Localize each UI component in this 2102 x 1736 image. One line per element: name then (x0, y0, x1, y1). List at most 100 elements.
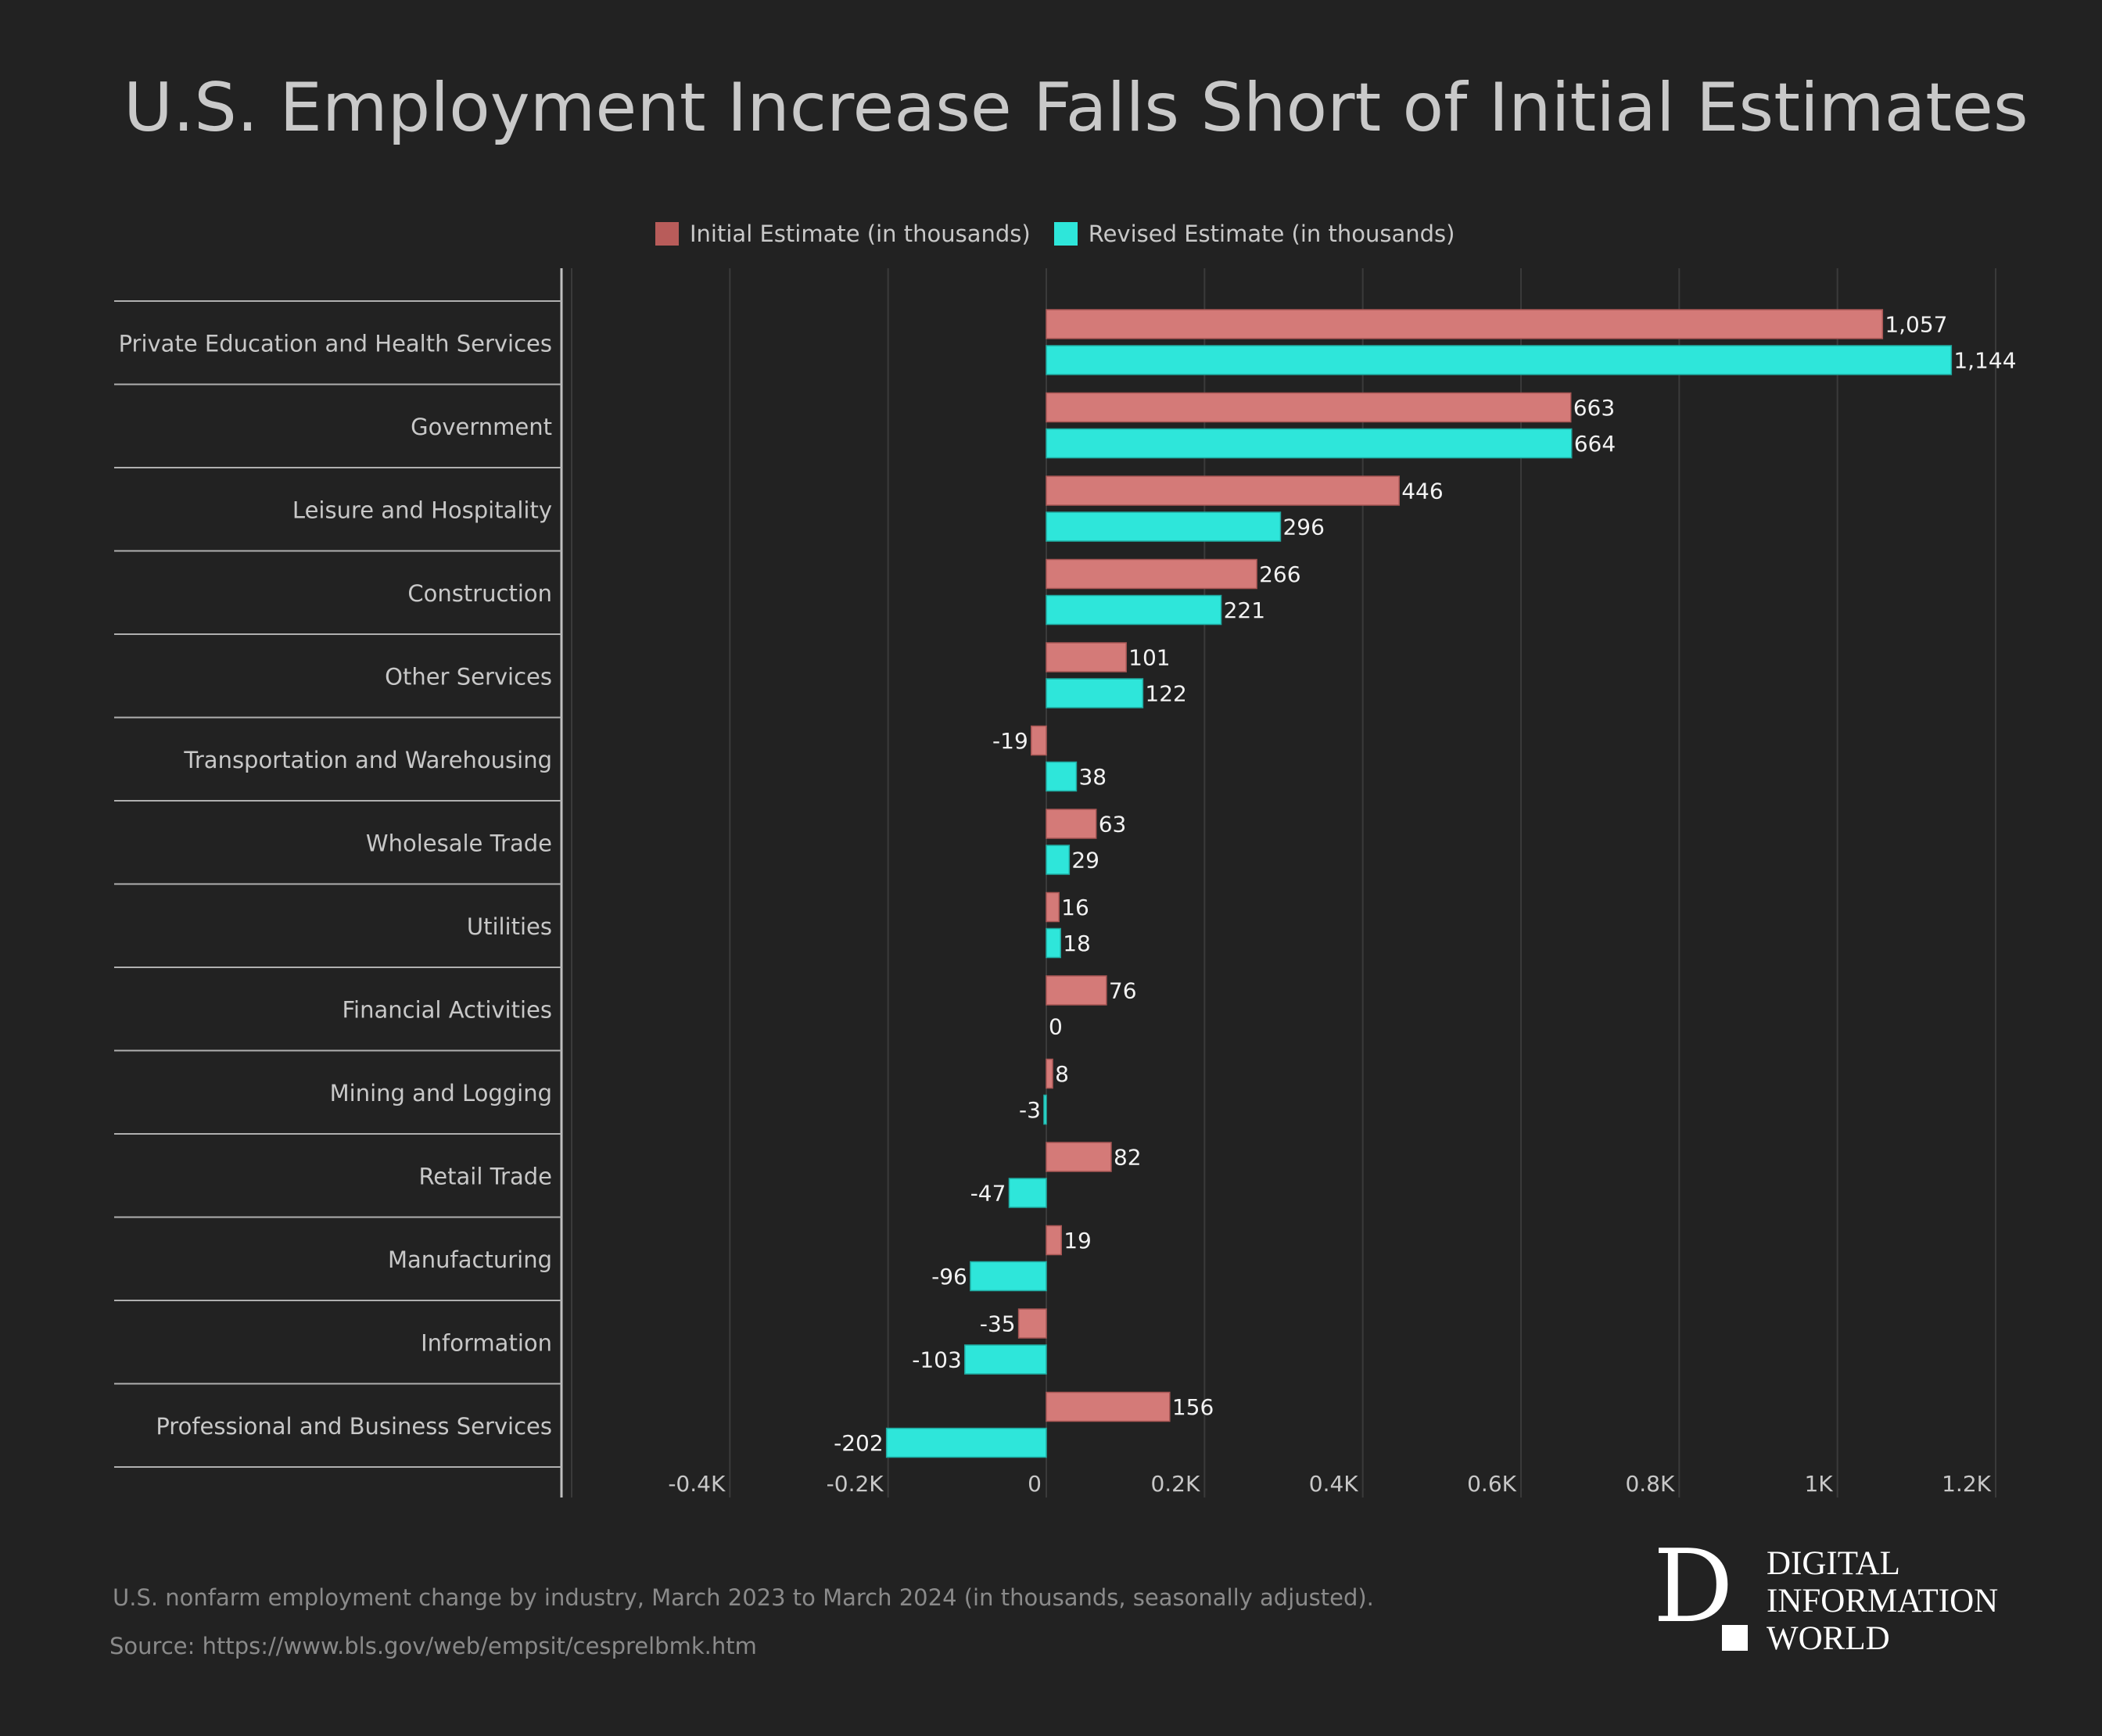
category-label: Other Services (385, 663, 552, 690)
x-tick-label: -0.2K (827, 1471, 884, 1497)
category-label: Mining and Logging (330, 1080, 552, 1107)
x-tick-label: 0.6K (1467, 1471, 1517, 1497)
bar-revised (1046, 927, 1061, 959)
value-label-initial: 19 (1064, 1228, 1092, 1254)
category-label: Financial Activities (342, 996, 552, 1023)
category-label: Private Education and Health Services (119, 330, 552, 357)
x-tick-label: 0.4K (1309, 1471, 1359, 1497)
bar-revised (1046, 511, 1282, 542)
x-tick-label: 0.2K (1150, 1471, 1200, 1497)
value-label-revised: 29 (1071, 848, 1099, 873)
bar-revised (970, 1261, 1047, 1292)
bar-revised (1046, 345, 1953, 375)
category-axis: Private Education and Health Services Gov… (114, 268, 563, 1497)
logo-mark: D (1653, 1529, 1734, 1645)
bar-initial (1046, 1225, 1062, 1256)
x-tick-label: 1K (1804, 1471, 1833, 1497)
value-label-initial: -19 (992, 728, 1028, 754)
bar-initial (1046, 975, 1107, 1006)
gridlines (571, 268, 1996, 1497)
x-tick-label: -0.4K (668, 1471, 726, 1497)
footer-source: Source: https://www.bls.gov/web/empsit/c… (109, 1633, 757, 1659)
value-label-initial: 156 (1172, 1394, 1214, 1420)
legend-label-revised: Revised Estimate (in thousands) (1088, 221, 1455, 247)
bars (885, 309, 1953, 1458)
category-label: Retail Trade (418, 1163, 552, 1189)
chart-title: U.S. Employment Increase Falls Short of … (124, 69, 2028, 147)
bar-initial (1046, 642, 1127, 673)
bar-initial (1046, 891, 1060, 923)
value-label-revised: -202 (834, 1430, 884, 1456)
value-label-revised: -3 (1019, 1097, 1041, 1123)
bar-initial (1046, 1142, 1112, 1172)
x-tick-label: 0 (1028, 1471, 1042, 1497)
bar-revised (1046, 761, 1078, 792)
bar-revised (1043, 1094, 1047, 1125)
logo-text: DIGITAL INFORMATION WORLD (1767, 1545, 1998, 1658)
value-label-revised: -103 (912, 1347, 962, 1373)
bar-revised (1008, 1178, 1047, 1208)
bar-initial (1046, 475, 1400, 506)
value-label-initial: 8 (1055, 1061, 1069, 1087)
value-label-initial: 101 (1128, 645, 1170, 671)
footer-note: U.S. nonfarm employment change by indust… (113, 1584, 1374, 1611)
category-label: Utilities (467, 913, 552, 940)
value-label-initial: 446 (1401, 479, 1443, 504)
value-label-initial: 16 (1061, 895, 1089, 920)
value-label-revised: 18 (1063, 931, 1091, 956)
category-label: Professional and Business Services (156, 1413, 552, 1440)
logo-line-2: INFORMATION (1767, 1583, 1999, 1619)
logo: D DIGITAL INFORMATION WORLD (1653, 1537, 2013, 1658)
value-label-revised: 221 (1224, 597, 1265, 623)
bar-initial (1046, 1058, 1053, 1089)
category-label: Manufacturing (388, 1246, 552, 1273)
bar-initial (1017, 1308, 1047, 1339)
logo-line-3: WORLD (1767, 1620, 1890, 1657)
legend-swatch-revised (1053, 222, 1078, 246)
legend: Initial Estimate (in thousands) Revised … (655, 221, 1478, 247)
value-label-initial: 63 (1099, 812, 1127, 838)
value-label-initial: 266 (1259, 561, 1300, 587)
bar-revised (1046, 845, 1071, 875)
bar-revised (885, 1427, 1047, 1458)
legend-item-initial[interactable]: Initial Estimate (in thousands) (655, 221, 1031, 247)
value-label-initial: 663 (1573, 395, 1615, 421)
bar-initial (1046, 309, 1884, 339)
category-label: Government (411, 414, 552, 440)
value-label-revised: 296 (1282, 515, 1324, 540)
category-label: Transportation and Warehousing (183, 747, 552, 773)
value-label-initial: 82 (1114, 1145, 1142, 1171)
bar-initial (1046, 809, 1097, 839)
bar-initial (1031, 725, 1047, 756)
value-label-revised: -47 (970, 1181, 1006, 1207)
value-label-initial: 1,057 (1885, 312, 1947, 338)
value-label-revised: 0 (1049, 1014, 1063, 1040)
category-label: Leisure and Hospitality (292, 497, 552, 523)
legend-label-initial: Initial Estimate (in thousands) (690, 221, 1031, 247)
x-axis-ticks: -0.4K -0.2K 0 0.2K 0.4K 0.6K 0.8K 1K 1.2K (668, 1471, 1991, 1497)
value-label-revised: 38 (1078, 764, 1107, 790)
value-label-revised: -96 (931, 1264, 967, 1289)
logo-line-1: DIGITAL (1767, 1545, 1900, 1582)
x-tick-label: 0.8K (1625, 1471, 1675, 1497)
value-label-initial: -35 (980, 1311, 1016, 1337)
category-label: Wholesale Trade (366, 830, 552, 856)
x-tick-label: 1.2K (1942, 1471, 1992, 1497)
bar-initial (1046, 1391, 1171, 1422)
bar-revised (1046, 678, 1144, 708)
bar-revised (964, 1344, 1047, 1375)
legend-item-revised[interactable]: Revised Estimate (in thousands) (1053, 221, 1455, 247)
value-label-initial: 76 (1109, 978, 1137, 1004)
category-label: Construction (407, 580, 552, 607)
legend-swatch-initial (655, 222, 679, 246)
value-label-revised: 122 (1145, 681, 1186, 707)
category-label: Information (421, 1329, 552, 1356)
value-label-revised: 664 (1574, 431, 1616, 457)
value-label-revised: 1,144 (1953, 348, 2016, 374)
value-labels: 1,057 663 446 266 101 -19 63 16 76 8 82 19 -35 156 1,1… (834, 312, 2016, 1457)
bar-revised (1046, 428, 1573, 459)
bar-initial (1046, 392, 1572, 423)
bar-initial (1046, 558, 1257, 590)
bar-revised (1046, 594, 1222, 626)
